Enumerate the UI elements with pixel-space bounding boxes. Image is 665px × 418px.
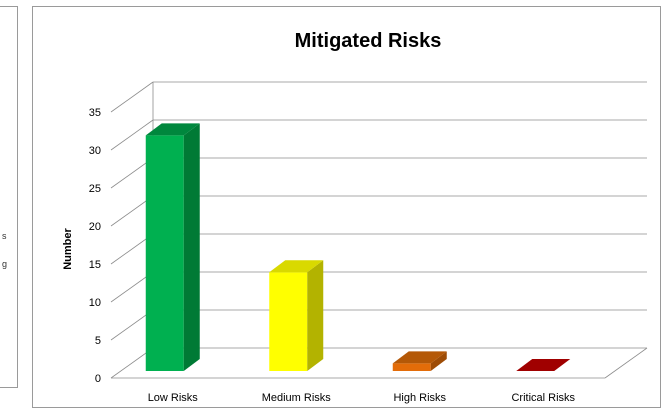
y-tick-label: 15 [89, 259, 101, 271]
y-tick-label: 25 [89, 183, 101, 195]
bar [145, 123, 200, 372]
y-tick-label: 10 [89, 297, 101, 309]
bar-side [183, 123, 200, 372]
x-tick-label: Critical Risks [511, 392, 575, 404]
y-axis-label: Number [62, 228, 74, 270]
x-tick-label: High Risks [393, 392, 446, 404]
bar [269, 260, 324, 371]
y-tick-label: 35 [89, 107, 101, 119]
chart-title: Mitigated Risks [295, 30, 442, 52]
bar [392, 351, 447, 371]
bars [145, 123, 571, 372]
gridline-side [110, 81, 154, 113]
bar [516, 359, 571, 371]
bar-top [516, 359, 571, 371]
bar-chart-3d: Mitigated Risks Number 0 5 10 15 20 25 30 35 Lo… [62, 30, 648, 404]
x-tick-label: Low Risks [148, 392, 199, 404]
y-tick-label: 0 [95, 373, 101, 385]
y-tick-label: 5 [95, 335, 101, 347]
bar-side [430, 351, 447, 371]
x-tick-labels: Low Risks Medium Risks High Risks Critical … [148, 392, 576, 404]
bar-side [307, 260, 324, 371]
truncated-text-fragment: s [2, 231, 7, 241]
y-tick-labels: 0 5 10 15 20 25 30 35 [89, 107, 101, 385]
y-tick-label: 30 [89, 145, 101, 157]
x-tick-label: Medium Risks [262, 392, 332, 404]
truncated-text-fragment: g [2, 259, 8, 269]
bar-front [269, 272, 308, 371]
floor-right-edge [604, 347, 648, 379]
y-tick-label: 20 [89, 221, 101, 233]
bar-top [145, 123, 200, 136]
bar-front [392, 363, 431, 371]
bar-top [269, 260, 324, 273]
bar-front [145, 135, 184, 371]
bar-top [392, 351, 447, 364]
adjacent-panel-edge: s g [0, 6, 18, 388]
chart-frame: Mitigated Risks Number 0 5 10 15 20 25 30 35 Lo… [32, 6, 661, 408]
gridline-side [110, 119, 154, 151]
